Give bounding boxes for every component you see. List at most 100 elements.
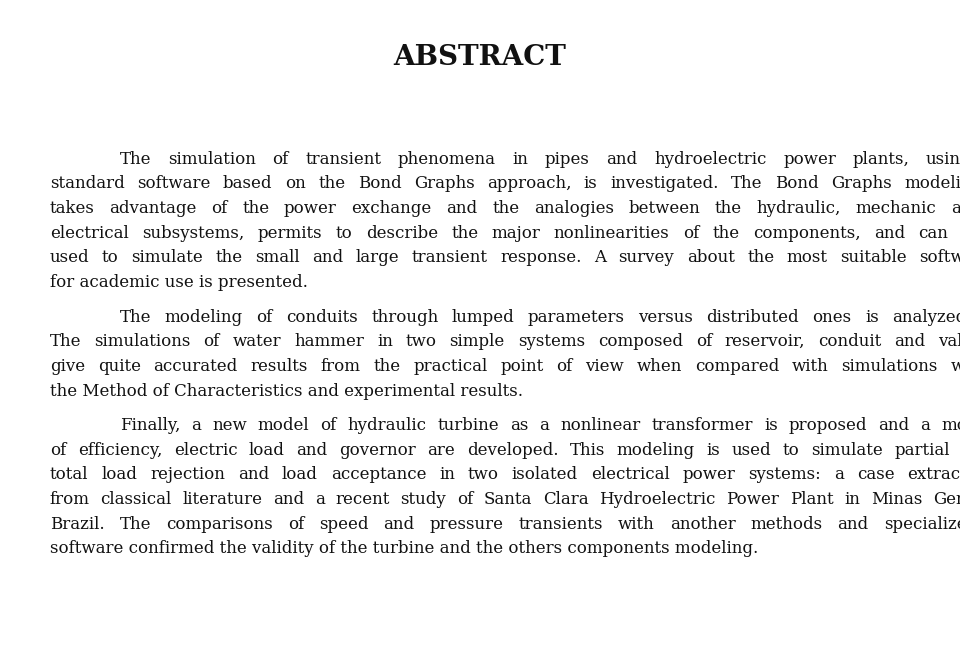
Text: Santa: Santa: [484, 491, 532, 508]
Text: transient: transient: [412, 249, 488, 267]
Text: simple: simple: [449, 333, 505, 350]
Text: through: through: [372, 309, 439, 326]
Text: Bond: Bond: [775, 176, 819, 192]
Text: hydroelectric: hydroelectric: [654, 151, 766, 168]
Text: and: and: [238, 466, 269, 484]
Text: large: large: [356, 249, 399, 267]
Text: model: model: [258, 417, 309, 434]
Text: with: with: [792, 358, 828, 375]
Text: parameters: parameters: [528, 309, 625, 326]
Text: of: of: [273, 151, 289, 168]
Text: simulate: simulate: [132, 249, 203, 267]
Text: pressure: pressure: [429, 516, 504, 533]
Text: a: a: [315, 491, 324, 508]
Text: major: major: [492, 224, 540, 242]
Text: analogies: analogies: [534, 200, 614, 217]
Text: compared: compared: [695, 358, 780, 375]
Text: is: is: [707, 442, 720, 459]
Text: This: This: [569, 442, 605, 459]
Text: transients: transients: [518, 516, 603, 533]
Text: and: and: [874, 224, 905, 242]
Text: the: the: [747, 249, 775, 267]
Text: and: and: [297, 442, 327, 459]
Text: extracted: extracted: [907, 466, 960, 484]
Text: when: when: [636, 358, 683, 375]
Text: can: can: [919, 224, 948, 242]
Text: a: a: [921, 417, 930, 434]
Text: ones: ones: [812, 309, 852, 326]
Text: of: of: [696, 333, 712, 350]
Text: Plant: Plant: [790, 491, 833, 508]
Text: and: and: [383, 516, 415, 533]
Text: new: new: [212, 417, 247, 434]
Text: power: power: [683, 466, 735, 484]
Text: total: total: [50, 466, 88, 484]
Text: classical: classical: [101, 491, 172, 508]
Text: of: of: [288, 516, 304, 533]
Text: two: two: [406, 333, 437, 350]
Text: efficiency,: efficiency,: [78, 442, 162, 459]
Text: is: is: [865, 309, 878, 326]
Text: distributed: distributed: [707, 309, 799, 326]
Text: speed: speed: [319, 516, 369, 533]
Text: the: the: [492, 200, 519, 217]
Text: and: and: [878, 417, 909, 434]
Text: versus: versus: [638, 309, 693, 326]
Text: practical: practical: [414, 358, 488, 375]
Text: of: of: [457, 491, 473, 508]
Text: transient: transient: [305, 151, 381, 168]
Text: of: of: [211, 200, 228, 217]
Text: advantage: advantage: [109, 200, 197, 217]
Text: the: the: [215, 249, 243, 267]
Text: a: a: [834, 466, 844, 484]
Text: governor: governor: [339, 442, 416, 459]
Text: modeling: modeling: [904, 176, 960, 192]
Text: systems:: systems:: [748, 466, 821, 484]
Text: pipes: pipes: [545, 151, 589, 168]
Text: a: a: [540, 417, 549, 434]
Text: on: on: [285, 176, 305, 192]
Text: the: the: [373, 358, 400, 375]
Text: hammer: hammer: [294, 333, 364, 350]
Text: components,: components,: [753, 224, 860, 242]
Text: to: to: [782, 442, 800, 459]
Text: power: power: [783, 151, 836, 168]
Text: standard: standard: [50, 176, 125, 192]
Text: recent: recent: [335, 491, 390, 508]
Text: hydraulic: hydraulic: [348, 417, 426, 434]
Text: takes: takes: [50, 200, 95, 217]
Text: of: of: [204, 333, 220, 350]
Text: in: in: [439, 466, 455, 484]
Text: of: of: [256, 309, 273, 326]
Text: hydraulic,: hydraulic,: [756, 200, 841, 217]
Text: lumped: lumped: [452, 309, 515, 326]
Text: the: the: [318, 176, 346, 192]
Text: another: another: [670, 516, 735, 533]
Text: analyzed.: analyzed.: [892, 309, 960, 326]
Text: suitable: suitable: [840, 249, 907, 267]
Text: Graphs: Graphs: [830, 176, 892, 192]
Text: valve,: valve,: [938, 333, 960, 350]
Text: study: study: [400, 491, 446, 508]
Text: is: is: [764, 417, 778, 434]
Text: give: give: [50, 358, 85, 375]
Text: and: and: [274, 491, 304, 508]
Text: is: is: [584, 176, 597, 192]
Text: of: of: [321, 417, 337, 434]
Text: conduits: conduits: [286, 309, 358, 326]
Text: The: The: [50, 333, 82, 350]
Text: modeling: modeling: [165, 309, 243, 326]
Text: software: software: [920, 249, 960, 267]
Text: the Method of Characteristics and experimental results.: the Method of Characteristics and experi…: [50, 383, 523, 399]
Text: approach,: approach,: [487, 176, 571, 192]
Text: the: the: [715, 200, 742, 217]
Text: a: a: [191, 417, 202, 434]
Text: Graphs: Graphs: [414, 176, 474, 192]
Text: permits: permits: [257, 224, 323, 242]
Text: simulation: simulation: [168, 151, 256, 168]
Text: software confirmed the validity of the turbine and the others components modelin: software confirmed the validity of the t…: [50, 541, 758, 557]
Text: The: The: [120, 309, 152, 326]
Text: turbine: turbine: [438, 417, 499, 434]
Text: exchange: exchange: [351, 200, 432, 217]
Text: in: in: [513, 151, 528, 168]
